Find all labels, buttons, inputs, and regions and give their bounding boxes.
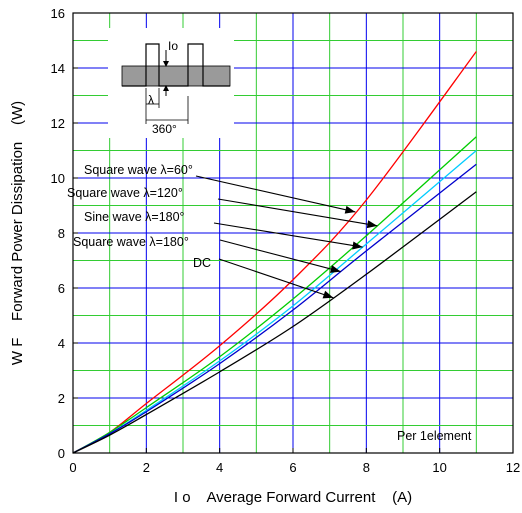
annotation-arrow-line [195, 175, 356, 213]
annotation-arrowhead [329, 265, 341, 273]
x-tick-label: 4 [216, 460, 223, 475]
y-tick-label: 12 [51, 116, 65, 131]
series-line-1 [72, 136, 477, 454]
inset-io-arrowhead-2 [163, 85, 169, 91]
inset-io-label: Io [168, 39, 178, 53]
inset-gray-band [121, 65, 231, 87]
axis-ticks: 0 2 4 6 8 10 12 0 2 4 6 8 10 12 14 16 [51, 6, 521, 475]
y-tick-label: 4 [58, 336, 65, 351]
y-tick-label: 8 [58, 226, 65, 241]
annotation-arrows [195, 175, 378, 299]
series-line-4 [72, 191, 477, 454]
annotation-arrow-line [218, 258, 334, 299]
y-tick-label: 14 [51, 61, 65, 76]
label-square-120: Square wave λ=120° [67, 186, 183, 200]
x-tick-label: 10 [432, 460, 446, 475]
annotation-arrowhead [352, 241, 363, 250]
y-tick-label: 0 [58, 446, 65, 461]
label-sine-180: Sine wave λ=180° [84, 210, 185, 224]
y-axis-label: W F Forward Power Dissipation (W) [9, 101, 26, 365]
inset-waveform [122, 43, 230, 87]
annotation-arrow-line [217, 198, 378, 227]
annotation-arrow-line [213, 222, 363, 248]
x-tick-label: 6 [289, 460, 296, 475]
y-tick-label: 2 [58, 391, 65, 406]
y-tick-label: 16 [51, 6, 65, 21]
x-tick-label: 12 [506, 460, 520, 475]
x-tick-label: 2 [143, 460, 150, 475]
inset-io-arrowhead [163, 61, 169, 67]
annotation-arrow-line [219, 239, 341, 273]
x-axis-label: I o Average Forward Current (A) [174, 489, 412, 506]
label-square-180: Square wave λ=180° [73, 235, 189, 249]
series-lines [72, 51, 477, 454]
annotation-arrowhead [366, 220, 378, 229]
annotation-arrowhead [322, 290, 334, 299]
note-per-element: Per 1element [397, 429, 472, 443]
x-tick-label: 0 [69, 460, 76, 475]
inset-lambda-label: λ [148, 93, 154, 107]
inset-period-label: 360° [152, 122, 177, 136]
x-tick-label: 8 [363, 460, 370, 475]
series-line-3 [72, 163, 477, 454]
series-annotations: Square wave λ=60° Square wave λ=120° Sin… [67, 163, 211, 270]
label-dc: DC [193, 256, 211, 270]
y-tick-label: 10 [51, 171, 65, 186]
grid [73, 13, 513, 453]
annotation-arrowhead [344, 205, 356, 214]
y-tick-label: 6 [58, 281, 65, 296]
label-square-60: Square wave λ=60° [84, 163, 193, 177]
waveform-inset: Io λ 360° [108, 28, 234, 138]
